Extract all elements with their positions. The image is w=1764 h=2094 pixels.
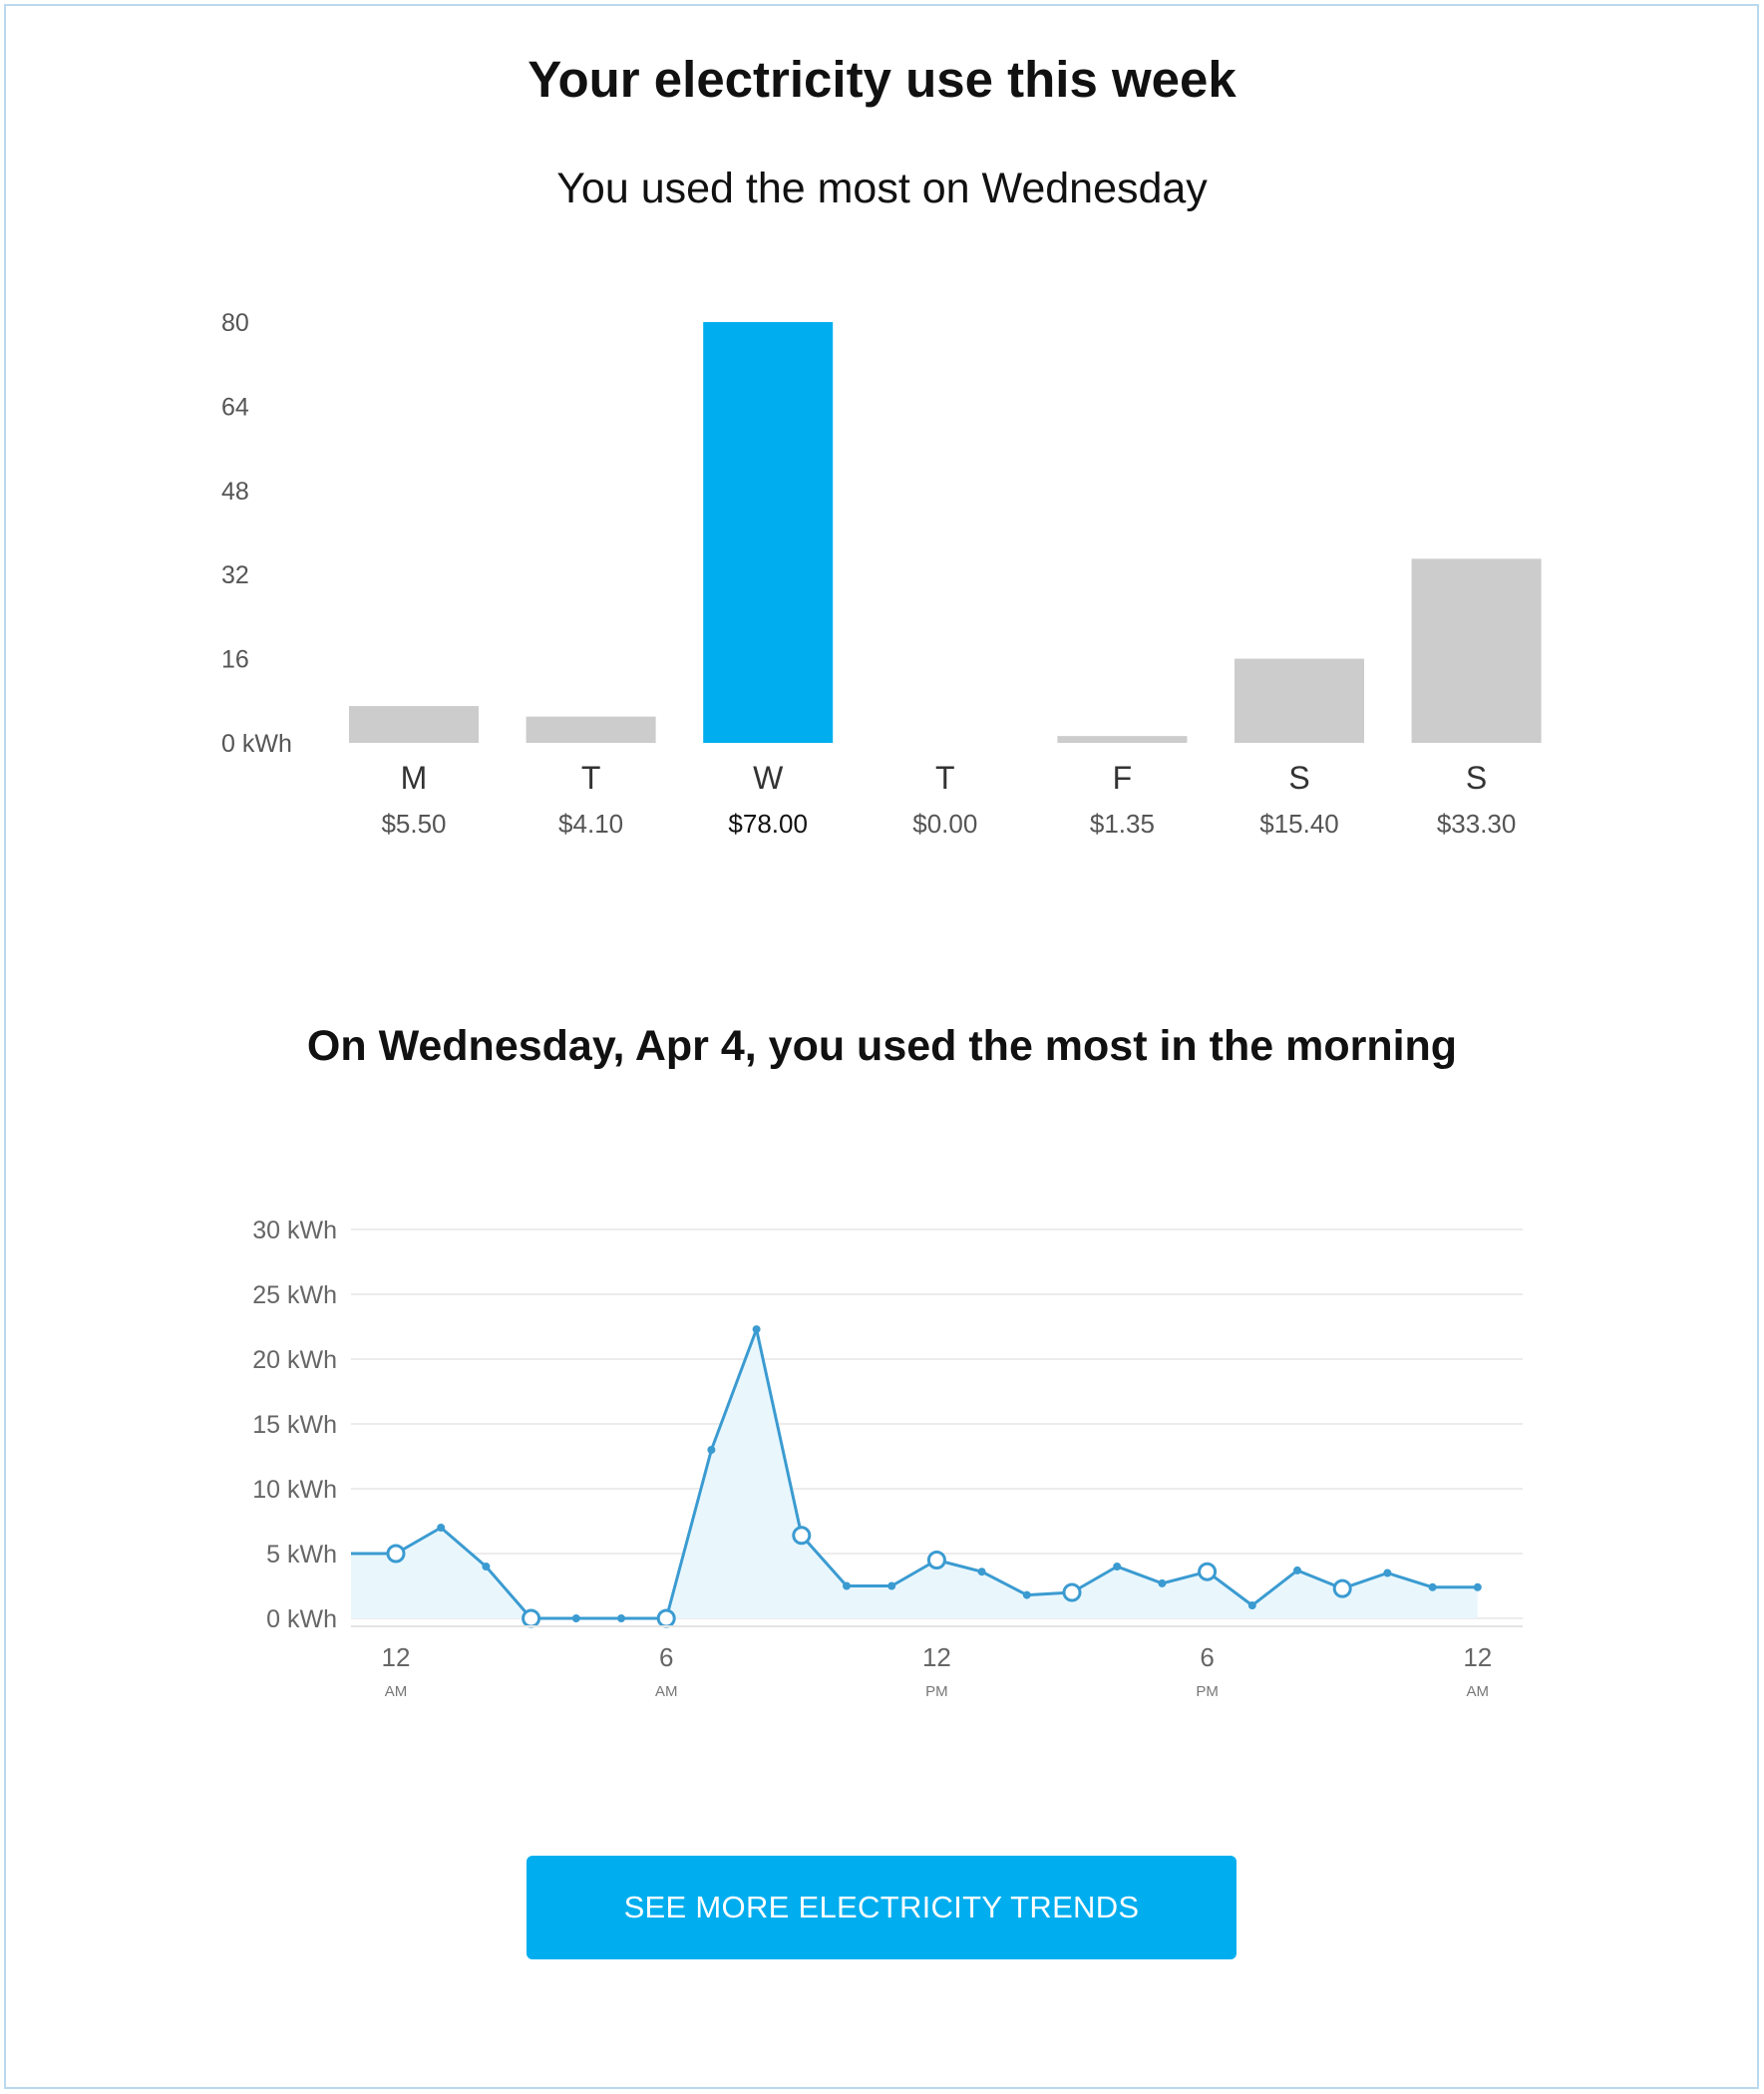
bar-4 <box>1057 736 1188 743</box>
see-more-trends-button[interactable]: SEE MORE ELECTRICITY TRENDS <box>527 1856 1236 1959</box>
usage-point <box>1473 1582 1482 1591</box>
day-cost-label: $5.50 <box>381 809 446 839</box>
day-cost-label: $1.35 <box>1090 809 1155 839</box>
usage-point <box>1022 1590 1031 1599</box>
line-y-tick-label: 20 kWh <box>252 1346 337 1374</box>
usage-point <box>1428 1582 1437 1591</box>
x-tick-sublabel: AM <box>655 1683 678 1700</box>
usage-marker-point <box>522 1608 541 1628</box>
usage-point <box>843 1581 851 1590</box>
usage-point <box>1158 1578 1167 1587</box>
x-tick-label: 12 <box>1463 1642 1492 1672</box>
line-y-tick-label: 15 kWh <box>252 1411 337 1439</box>
usage-point <box>977 1568 986 1576</box>
bar-y-tick-label: 16 <box>221 646 249 674</box>
x-tick-label: 12 <box>382 1642 411 1672</box>
page-title: Your electricity use this week <box>528 51 1236 108</box>
usage-point <box>1383 1569 1392 1577</box>
bar-y-tick-label: 32 <box>221 561 249 589</box>
bar-0 <box>349 706 479 743</box>
x-tick-sublabel: PM <box>925 1683 948 1700</box>
usage-marker-point <box>1198 1562 1218 1581</box>
bar-y-tick-label: 0 kWh <box>221 730 292 758</box>
day-label: T <box>581 760 601 796</box>
daily-usage-bar-chart: 80 64 48 32 16 0 kWh M $5.50 T $4.10 W $78.00 T $0.0… <box>221 309 1542 839</box>
usage-point <box>887 1581 896 1590</box>
day-label: T <box>935 760 955 796</box>
usage-marker-point <box>386 1544 406 1564</box>
x-tick-label: 6 <box>659 1642 673 1672</box>
line-y-tick-label: 5 kWh <box>266 1541 337 1569</box>
bar-y-tick-label: 64 <box>221 393 249 421</box>
usage-point <box>707 1446 716 1454</box>
x-tick-sublabel: AM <box>385 1683 408 1700</box>
day-label: W <box>753 760 784 796</box>
bar-1 <box>526 716 656 743</box>
bar-2 <box>703 322 834 743</box>
page-subtitle: You used the most on Wednesday <box>556 165 1208 212</box>
usage-point <box>1247 1601 1256 1609</box>
hourly-heading: On Wednesday, Apr 4, you used the most i… <box>306 1022 1458 1070</box>
usage-point <box>752 1325 761 1334</box>
x-tick-sublabel: AM <box>1467 1683 1490 1700</box>
day-label: S <box>1466 760 1487 796</box>
day-label: M <box>401 760 428 796</box>
line-y-tick-label: 0 kWh <box>266 1605 337 1633</box>
x-tick-sublabel: PM <box>1196 1683 1219 1700</box>
usage-marker-point <box>1062 1582 1082 1602</box>
usage-point <box>571 1614 580 1622</box>
usage-point <box>1293 1566 1301 1574</box>
day-label: F <box>1113 760 1133 796</box>
usage-marker-point <box>926 1551 946 1570</box>
day-cost-label: $33.30 <box>1437 809 1517 839</box>
day-cost-label: $4.10 <box>558 809 623 839</box>
day-cost-label: $15.40 <box>1259 809 1339 839</box>
line-y-tick-label: 30 kWh <box>252 1217 337 1244</box>
line-y-tick-label: 10 kWh <box>252 1476 337 1504</box>
day-label: S <box>1288 760 1309 796</box>
bar-y-tick-label: 80 <box>221 309 249 337</box>
usage-area-fill <box>351 1329 1478 1618</box>
usage-point <box>437 1524 446 1532</box>
usage-point <box>617 1614 625 1622</box>
day-cost-label: $0.00 <box>912 809 977 839</box>
hourly-usage-line-chart: 30 kWh 25 kWh 20 kWh 15 kWh 10 kWh 5 kWh 0 kWh… <box>252 1217 1523 1700</box>
x-tick-label: 6 <box>1200 1642 1214 1672</box>
usage-marker-point <box>792 1526 812 1546</box>
bar-6 <box>1411 558 1542 743</box>
line-y-tick-label: 25 kWh <box>252 1281 337 1309</box>
usage-point <box>482 1563 491 1570</box>
email-frame <box>4 4 1759 2089</box>
bar-5 <box>1235 658 1364 743</box>
usage-marker-point <box>1332 1578 1352 1598</box>
x-tick-label: 12 <box>922 1642 951 1672</box>
day-cost-label: $78.00 <box>728 809 808 839</box>
usage-marker-point <box>656 1608 676 1628</box>
usage-point <box>1113 1563 1122 1570</box>
bar-y-tick-label: 48 <box>221 478 249 506</box>
